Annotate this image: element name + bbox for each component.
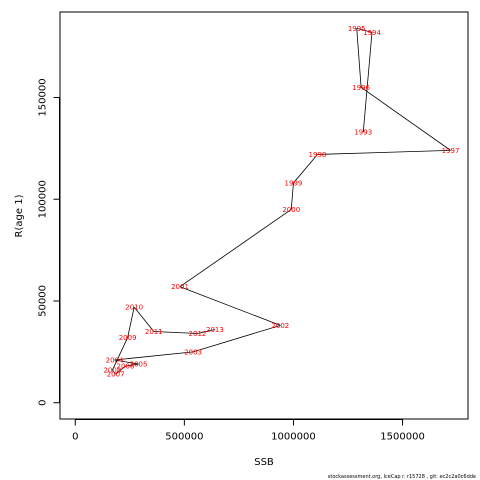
data-point-label: 2002	[271, 322, 289, 330]
y-tick-label: 150000	[38, 78, 49, 116]
series-segment	[179, 286, 281, 326]
x-axis: 0 500000 1000000 1500000	[72, 419, 425, 443]
data-point-label: 2000	[282, 206, 300, 214]
data-point-label: 2013	[206, 326, 224, 334]
y-axis-title: R(age 1)	[14, 194, 25, 237]
data-point-label: 1998	[309, 151, 327, 159]
y-axis: 0 50000 100000 150000	[38, 78, 60, 406]
data-point-label: 1997	[442, 147, 460, 155]
series-segment	[112, 369, 116, 375]
x-axis-title: SSB	[254, 457, 274, 468]
series-segment	[293, 154, 318, 184]
series-segment	[115, 365, 126, 375]
data-point-label: 1996	[352, 84, 370, 92]
series-segment	[114, 359, 139, 365]
series-segment	[114, 351, 194, 361]
series-segment	[356, 28, 362, 88]
series-segment	[290, 182, 294, 210]
series-line	[112, 27, 451, 375]
x-tick-label: 500000	[165, 432, 203, 443]
data-point-label: 2011	[145, 328, 163, 336]
data-point-label: 2007	[107, 371, 125, 379]
series-segment	[125, 363, 139, 367]
data-point-label: 2003	[184, 348, 202, 356]
x-tick-label: 1500000	[380, 432, 425, 443]
series-segment	[153, 331, 198, 334]
series-segment	[360, 86, 451, 151]
footer-note: stockassessment.org, IceCap r. r15728 , …	[328, 474, 476, 480]
y-tick-label: 50000	[38, 285, 49, 317]
series-segment	[179, 209, 292, 288]
data-point-label: 2004	[106, 356, 124, 364]
data-point-label: 1993	[354, 129, 372, 137]
data-point-label: 2012	[189, 330, 207, 338]
series-segment	[192, 325, 281, 353]
series-segment	[356, 27, 373, 33]
data-point-label: 1995	[348, 25, 366, 33]
data-point-label: 1999	[285, 179, 303, 187]
x-tick-label: 0	[72, 432, 78, 443]
series-segment	[112, 337, 128, 371]
data-point-label: 2006	[117, 363, 135, 371]
data-point-label: 2008	[103, 367, 121, 375]
series-segment	[197, 329, 215, 334]
series-segment	[362, 32, 373, 133]
data-point-label: 2010	[125, 304, 143, 312]
series-segment	[127, 306, 135, 338]
y-tick-label: 0	[38, 400, 49, 406]
y-tick-label: 100000	[38, 180, 49, 218]
x-tick-label: 1000000	[271, 432, 316, 443]
data-point-label: 2005	[130, 361, 148, 369]
series-segment	[133, 306, 155, 332]
data-point-label: 1994	[363, 29, 381, 37]
data-point-label: 2001	[171, 283, 189, 291]
series-segment	[317, 149, 451, 155]
data-point-label: 2009	[119, 334, 137, 342]
